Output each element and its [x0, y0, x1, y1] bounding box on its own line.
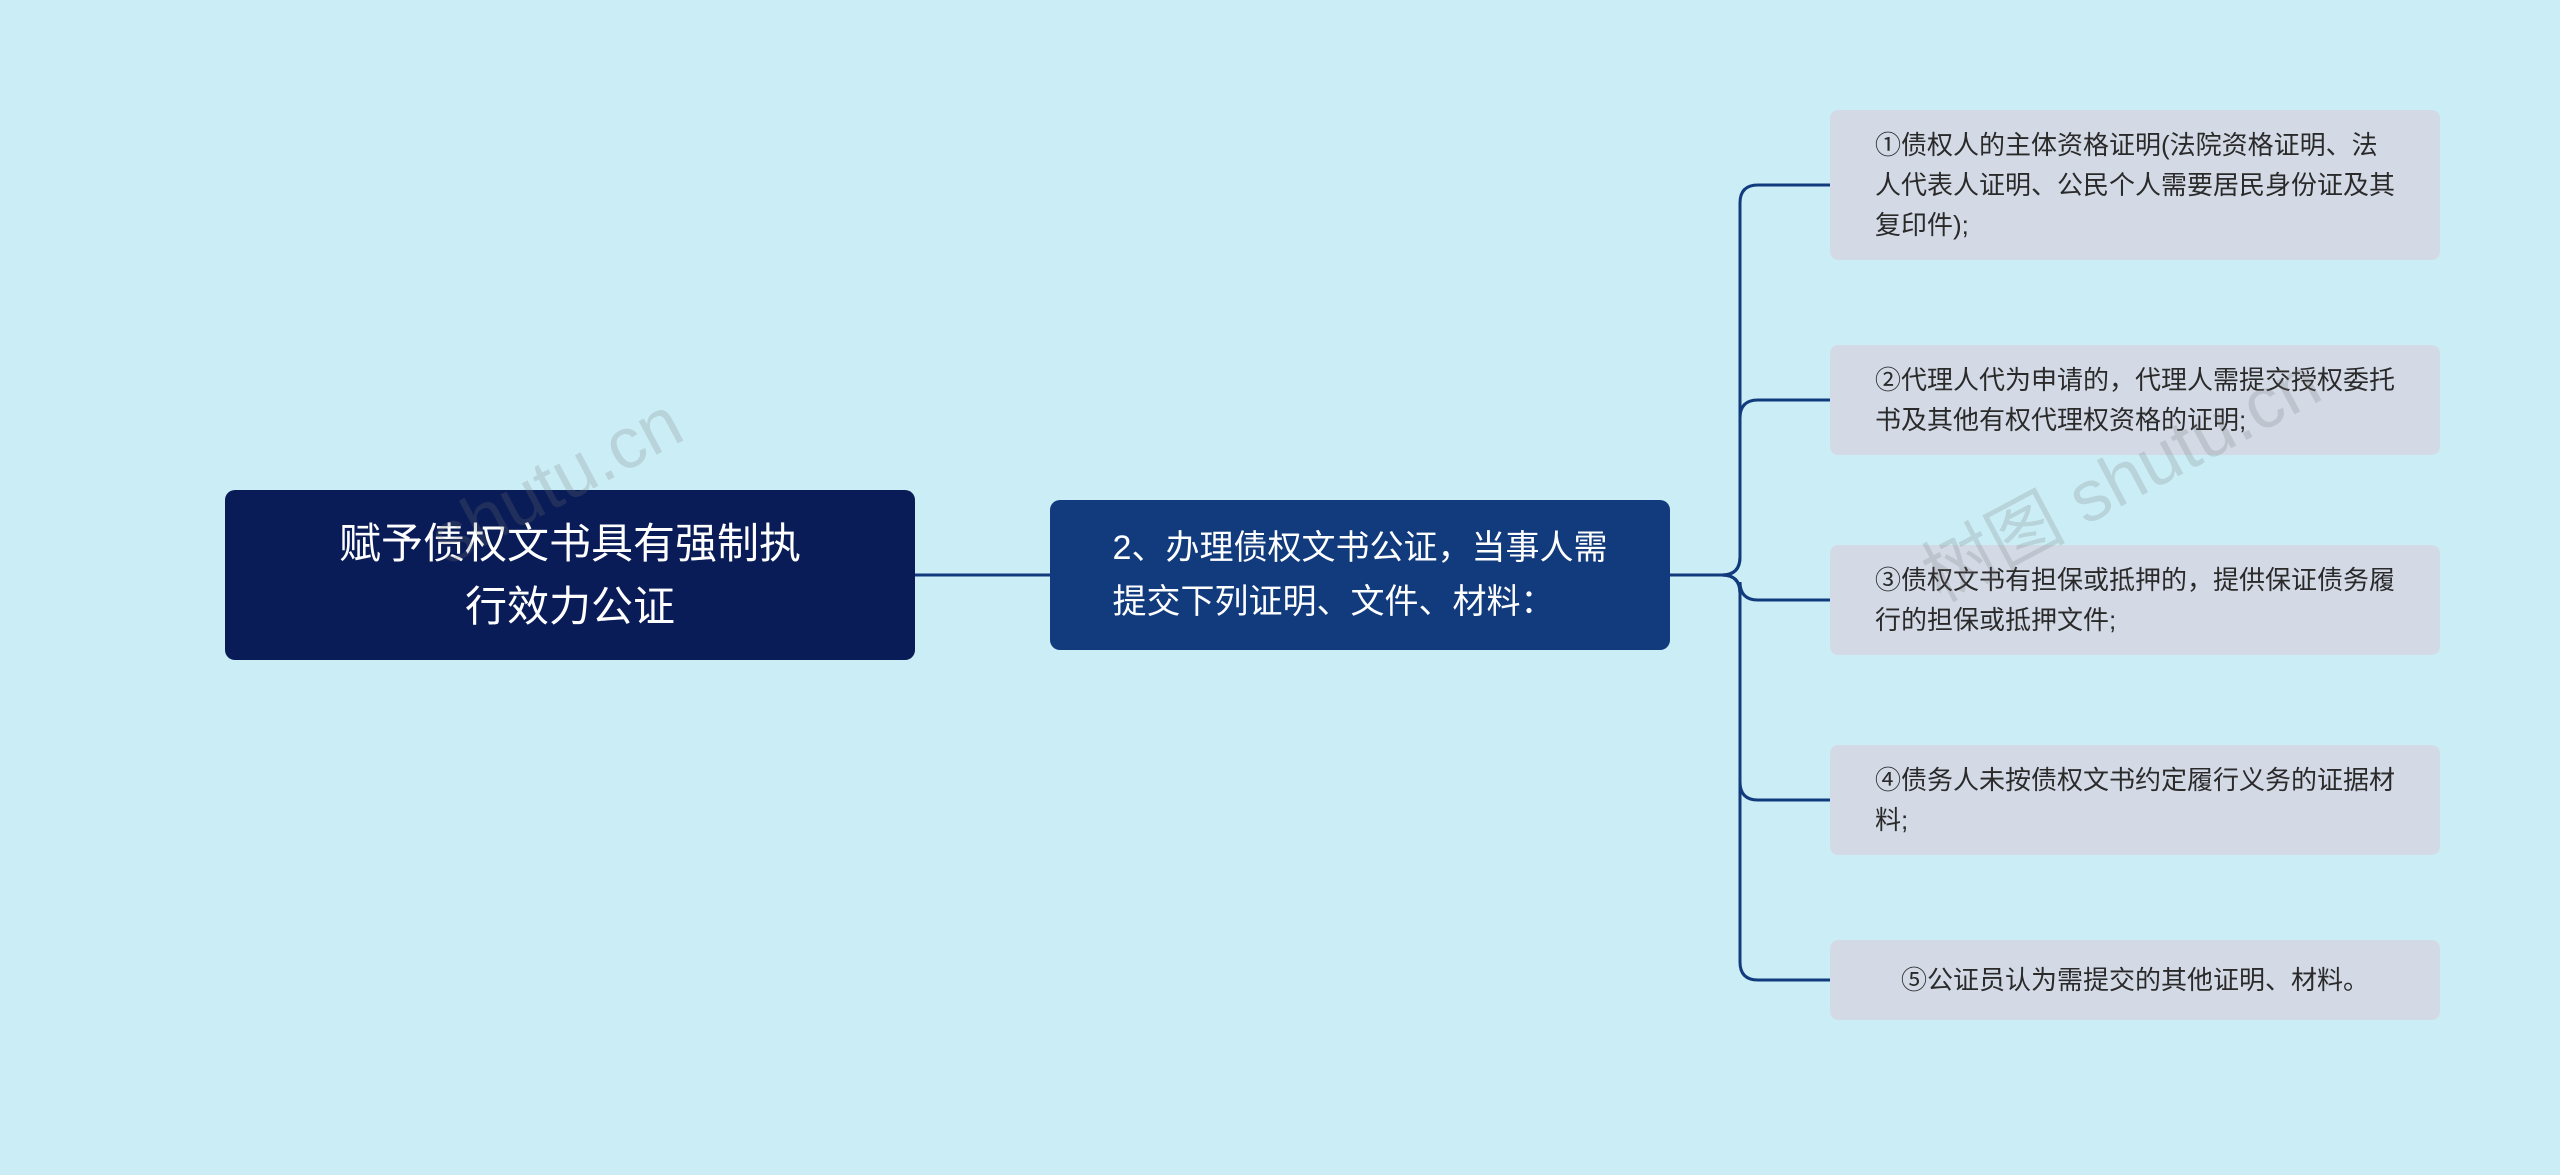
- mindmap-leaf-node: ②代理人代为申请的，代理人需提交授权委托 书及其他有权代理权资格的证明;: [1830, 345, 2440, 455]
- mindmap-mid-node: 2、办理债权文书公证，当事人需 提交下列证明、文件、材料：: [1050, 500, 1670, 650]
- mindmap-leaf-node: ⑤公证员认为需提交的其他证明、材料。: [1830, 940, 2440, 1020]
- mindmap-root-node: 赋予债权文书具有强制执 行效力公证: [225, 490, 915, 660]
- mindmap-leaf-node: ④债务人未按债权文书约定履行义务的证据材 料;: [1830, 745, 2440, 855]
- mindmap-leaf-node: ①债权人的主体资格证明(法院资格证明、法 人代表人证明、公民个人需要居民身份证及…: [1830, 110, 2440, 260]
- mindmap-leaf-node: ③债权文书有担保或抵押的，提供保证债务履 行的担保或抵押文件;: [1830, 545, 2440, 655]
